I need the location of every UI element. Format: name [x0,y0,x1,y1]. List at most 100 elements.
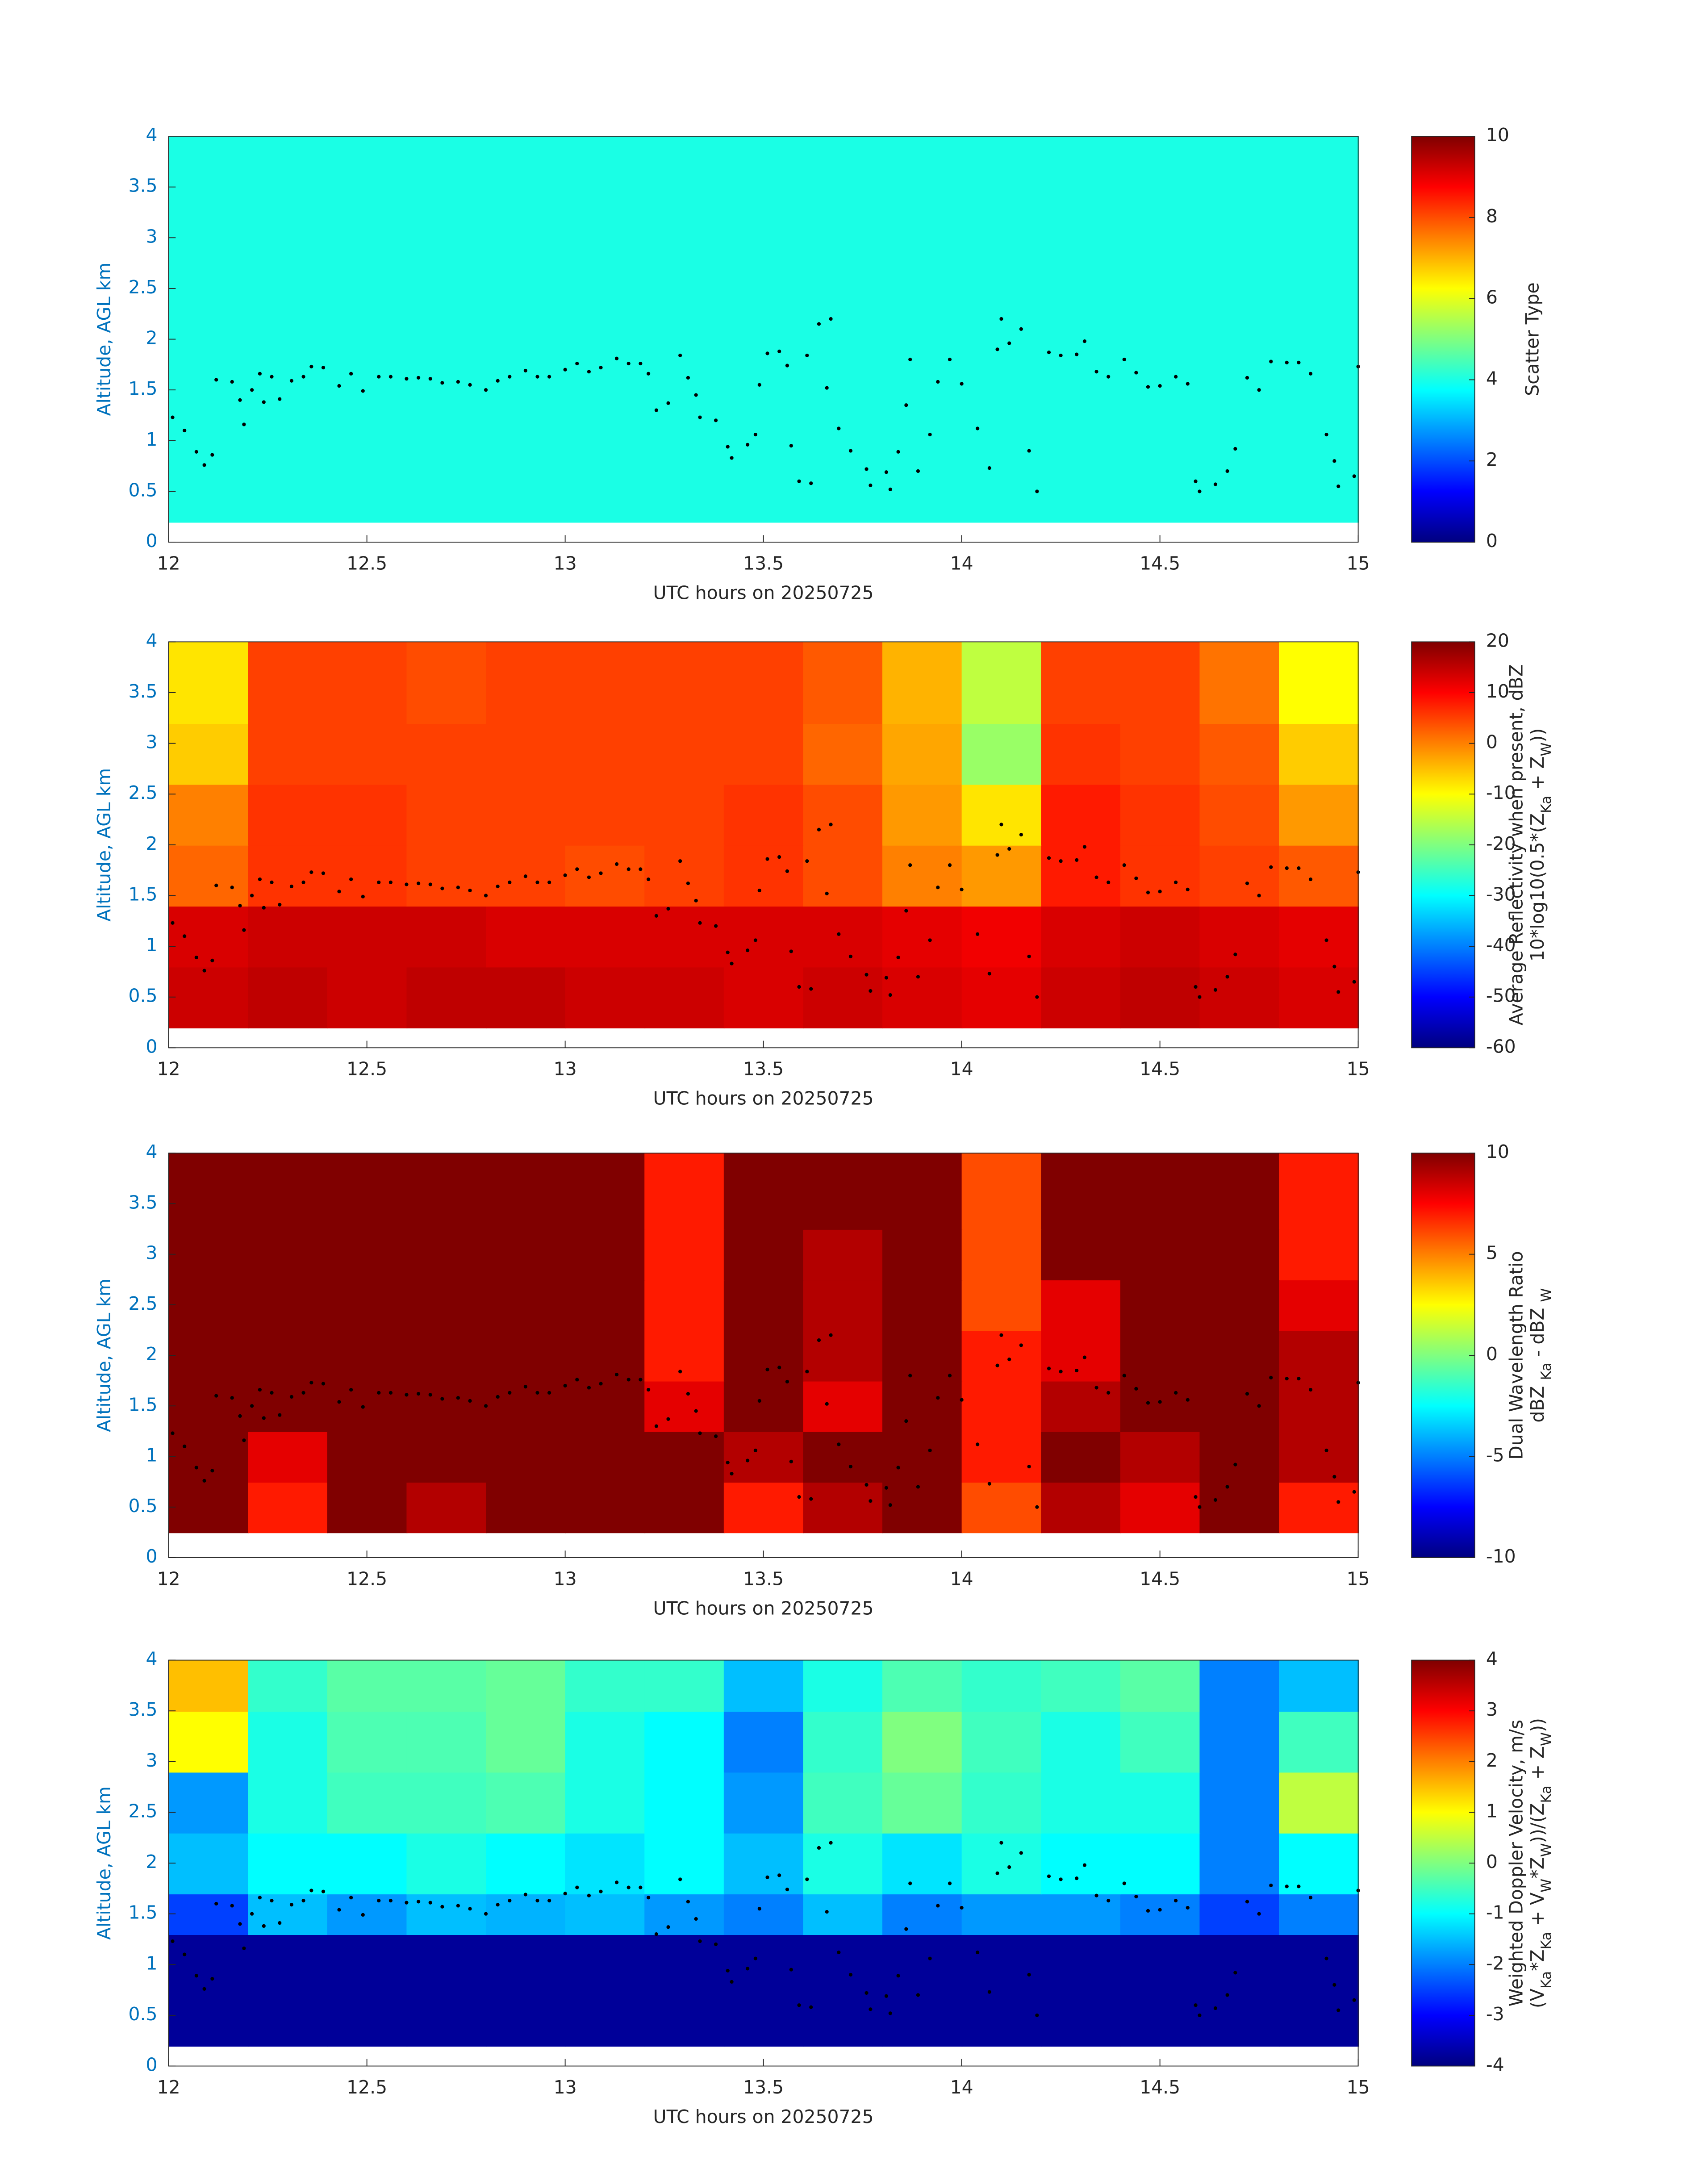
colorbar-tick-label: 10 [1486,681,1509,702]
cloud-base-point [1075,352,1079,356]
cloud-base-point [1035,1505,1039,1509]
cloud-base-point [309,1889,313,1893]
x-tick-label: 12.5 [347,552,387,574]
cloud-base-point [999,317,1003,321]
y-tick-label: 1.5 [128,378,157,399]
heatmap-cell [168,1711,249,1773]
cloud-base-point [1094,1893,1098,1897]
cloud-base-point [468,1399,472,1403]
label-part: + V [1527,1893,1548,1932]
heatmap-cell [882,1660,963,1712]
y-tick-label: 2.5 [128,1800,157,1822]
y-tick-label: 2.5 [128,276,157,298]
heatmap-cell [1279,1279,1359,1331]
cloud-base-point [678,1877,682,1881]
heatmap-cell [723,1893,804,1935]
cloud-base-point [587,1386,591,1390]
cloud-base-point [726,445,730,449]
colorbar-tick-label: -50 [1486,985,1516,1007]
cloud-base-point [960,887,964,891]
heatmap-cell [1120,723,1201,785]
cloud-base-point [817,322,821,326]
heatmap-cell [327,1330,408,1382]
cloud-base-point [1035,489,1039,493]
cloud-base-point [250,1404,254,1408]
heatmap-cell [406,1711,487,1773]
cloud-base-point [1158,1400,1162,1404]
cloud-base-point [1213,482,1218,486]
cloud-base-point [309,364,313,368]
heatmap-cell [803,1431,883,1483]
heatmap-cell [486,1380,566,1432]
y-tick-label: 1.5 [128,883,157,905]
cloud-base-point [1186,1905,1190,1910]
cloud-base-point [1285,360,1289,364]
cloud-base-point [1107,1391,1111,1395]
cloud-base-point [1007,847,1011,851]
heatmap-cell [1120,784,1201,846]
cloud-base-point [1007,1865,1011,1869]
cloud-base-point [916,469,920,473]
cloud-base-point [730,1471,734,1476]
heatmap-cell [723,1229,804,1281]
cloud-base-point [785,1888,789,1892]
cloud-base-point [869,989,873,993]
heatmap-cell [565,642,646,724]
cloud-base-point [183,1952,187,1956]
cloud-base-point [666,401,670,405]
heatmap-cell [248,723,328,785]
heatmap-cell [723,1711,804,1773]
heatmap-cell [406,966,487,1028]
cloud-base-point [1094,875,1098,879]
cloud-base-point [523,1385,527,1389]
cloud-base-point [1146,890,1150,894]
cloud-base-point [1233,1971,1237,1975]
cloud-base-point [1107,375,1111,379]
cloud-base-point [666,1925,670,1929]
cloud-base-point [995,347,999,351]
y-tick-label: 4 [146,630,157,651]
heatmap-cell [803,906,883,968]
heatmap-cell [486,906,566,968]
cloud-base-point [171,1431,175,1435]
heatmap-cell [248,844,328,907]
heatmap-cell [1041,1330,1121,1382]
heatmap-cell [1120,966,1201,1028]
cloud-base-point [908,1374,912,1378]
cloud-base-point [1332,1475,1336,1479]
cloud-base-point [908,357,912,362]
cloud-base-point [230,886,234,890]
x-tick-label: 13.5 [743,1568,784,1589]
heatmap-cell [1120,1482,1201,1534]
cloud-base-point [417,376,421,380]
heatmap-cell [168,784,249,846]
cloud-base-point [916,975,920,979]
cloud-base-point [789,1968,793,1972]
cloud-base-point [948,863,952,867]
cloud-base-point [789,949,793,953]
cloud-base-point [654,1932,658,1936]
cloud-base-point [496,379,500,383]
heatmap-cell [1279,784,1359,846]
heatmap-cell [1199,784,1280,846]
x-tick-label: 15 [1347,552,1370,574]
cloud-base-point [1213,1498,1218,1502]
heatmap-cell [1120,1330,1201,1382]
cloud-base-point [825,891,829,895]
heatmap-cell [406,1153,487,1230]
cloud-base-point [1198,489,1202,493]
cloud-base-point [230,380,234,384]
cloud-base-point [1269,865,1273,869]
heatmap-cell [803,784,883,846]
cloud-base-point [1225,1485,1229,1489]
heatmap-cell [168,844,249,907]
cloud-base-point [1285,1377,1289,1381]
heatmap-cell [1120,1380,1201,1432]
heatmap-cell [1279,1380,1359,1432]
cloud-base-point [694,1409,698,1413]
cloud-base-point [785,1379,789,1384]
heatmap-cell [961,1772,1042,1834]
colorbar-tick-label: 5 [1486,1242,1498,1264]
heatmap-cell [1279,1482,1359,1534]
cloud-base-point [361,389,365,393]
